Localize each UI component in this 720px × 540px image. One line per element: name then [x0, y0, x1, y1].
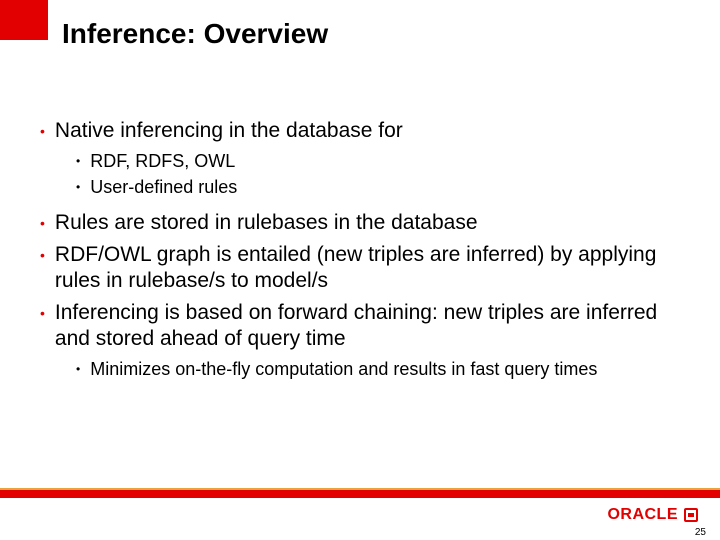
bullet-l1: • RDF/OWL graph is entailed (new triples…: [40, 242, 680, 294]
slide-title: Inference: Overview: [62, 18, 328, 50]
bullet-text: Rules are stored in rulebases in the dat…: [55, 210, 478, 236]
accent-block: [0, 0, 48, 40]
bullet-text: User-defined rules: [90, 176, 237, 198]
bullet-text: RDF, RDFS, OWL: [90, 150, 235, 172]
bullet-dot-icon: •: [76, 176, 80, 198]
logo-mark-icon: [684, 508, 698, 522]
bullet-l2: • RDF, RDFS, OWL: [76, 150, 680, 172]
slide: Inference: Overview • Native inferencing…: [0, 0, 720, 540]
bullet-l1: • Native inferencing in the database for: [40, 118, 680, 144]
bullet-l1: • Rules are stored in rulebases in the d…: [40, 210, 680, 236]
bullet-l1: • Inferencing is based on forward chaini…: [40, 300, 680, 352]
bullet-dot-icon: •: [76, 358, 80, 380]
bullet-text: Minimizes on-the-fly computation and res…: [90, 358, 597, 380]
page-number: 25: [695, 527, 706, 538]
logo-text: ORACLE: [607, 506, 678, 524]
bullet-dot-icon: •: [40, 210, 45, 236]
bullet-l2: • User-defined rules: [76, 176, 680, 198]
bullet-dot-icon: •: [40, 242, 45, 268]
bullet-dot-icon: •: [40, 118, 45, 144]
footer-bar: [0, 488, 720, 498]
bullet-text: RDF/OWL graph is entailed (new triples a…: [55, 242, 680, 294]
content-area: • Native inferencing in the database for…: [40, 118, 680, 384]
oracle-logo: ORACLE: [607, 506, 698, 524]
bullet-l2: • Minimizes on-the-fly computation and r…: [76, 358, 680, 380]
spacer: [40, 202, 680, 210]
bullet-text: Native inferencing in the database for: [55, 118, 403, 144]
bullet-dot-icon: •: [76, 150, 80, 172]
bullet-dot-icon: •: [40, 300, 45, 326]
bullet-text: Inferencing is based on forward chaining…: [55, 300, 680, 352]
